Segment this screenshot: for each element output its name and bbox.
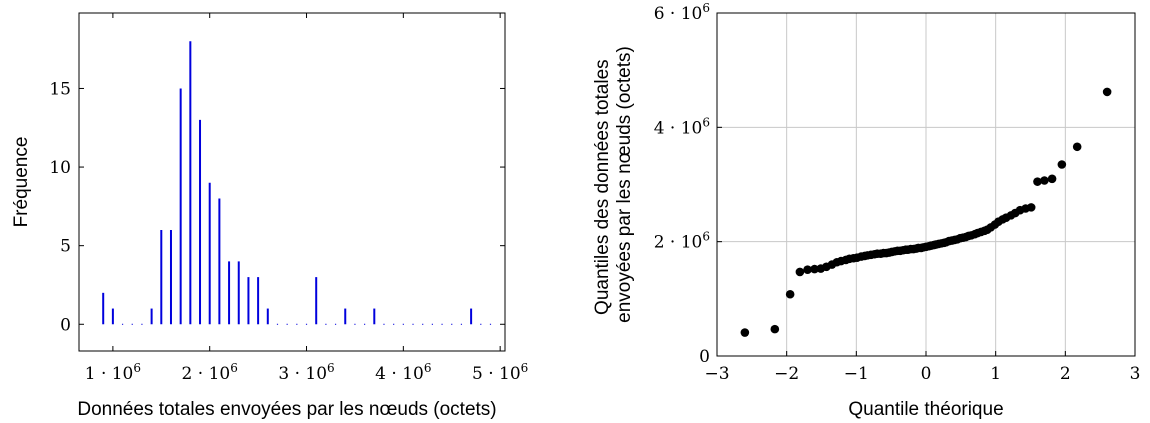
histogram-y-axis: 0 5 10 15: [49, 79, 505, 335]
histogram-x-tick-label-exponent: 6: [424, 361, 432, 375]
qq-plot-grid: [716, 12, 1136, 357]
qq-plot-y-tick-label: 0: [699, 347, 710, 367]
qq-plot-x-axis-title: Quantile théorique: [848, 399, 1003, 420]
qq-plot-point: [1102, 87, 1112, 97]
qq-plot-x-tick-label: 3: [1130, 364, 1141, 384]
qq-plot-point: [740, 328, 750, 337]
histogram-plot-frame: [78, 12, 506, 352]
histogram-x-tick-label-mantissa: 4 · 10: [375, 364, 424, 384]
qq-plot-point: [1033, 177, 1042, 186]
histogram-y-tick-label: 15: [49, 79, 71, 99]
qq-plot-y-tick-label-mantissa: 0: [699, 347, 710, 367]
histogram-x-tick-label-mantissa: 5 · 10: [472, 364, 521, 384]
qq-plot-y-axis-title-line-2: envoyées par les nœuds (octets): [614, 46, 635, 323]
qq-plot-y-axis-title-line-1: Quantiles des données totales: [592, 59, 613, 315]
qq-plot-x-axis: −3 −2 −1 0 1 2 3: [704, 351, 1140, 384]
qq-plot-point: [785, 289, 795, 299]
qq-plot-y-tick-label: 6 · 106: [654, 1, 710, 24]
histogram-x-tick-label: 1 · 106: [85, 361, 141, 384]
histogram-x-tick-label: 2 · 106: [182, 361, 238, 384]
qq-plot-frame: [716, 12, 1136, 357]
qq-plot-x-tick-label: −2: [774, 364, 799, 384]
qq-plot-y-tick-label-mantissa: 2 · 10: [654, 233, 703, 253]
qq-plot-y-tick-label-mantissa: 4 · 10: [654, 118, 703, 138]
histogram-x-tick-label: 5 · 106: [472, 361, 528, 384]
qq-plot-y-tick-label: 2 · 106: [654, 230, 710, 253]
histogram-x-tick-label: 4 · 106: [375, 361, 431, 384]
qq-plot-point: [770, 324, 780, 334]
histogram-x-tick-label-exponent: 6: [133, 361, 141, 375]
qq-plot-point: [1072, 142, 1082, 152]
qq-plot-point: [795, 267, 805, 277]
histogram-chart: 1 · 106 2 · 106 3 · 106 4 · 106 5 · 106 0510…: [11, 12, 528, 420]
qq-plot-y-tick-label-exponent: 6: [702, 1, 710, 15]
histogram-bars: [102, 41, 492, 325]
qq-plot-y-axis-title: Quantiles des données totales envoyées p…: [592, 46, 635, 323]
qq-plot-y-tick-label-exponent: 6: [702, 115, 710, 129]
histogram-x-tick-label-mantissa: 1 · 10: [85, 364, 134, 384]
qq-plot-y-tick-label: 4 · 106: [654, 115, 710, 138]
histogram-y-tick-label: 0: [60, 315, 71, 335]
histogram-y-axis-title: Fréquence: [11, 137, 32, 228]
qq-plot-point: [810, 264, 819, 274]
histogram-x-tick-label-mantissa: 2 · 10: [182, 364, 231, 384]
qq-plot-point: [1047, 174, 1057, 184]
qq-plot-points: [740, 87, 1112, 337]
qq-plot-point: [1040, 176, 1049, 185]
histogram-x-axis-title: Données totales envoyées par les nœuds (…: [77, 399, 496, 420]
qq-plot-x-tick-label: 2: [1060, 364, 1071, 384]
qq-plot-x-tick-label: 1: [990, 364, 1001, 384]
qq-plot-x-tick-label: −1: [844, 364, 869, 384]
qq-plot-x-tick-label: −3: [704, 364, 729, 384]
histogram-x-tick-label-exponent: 6: [327, 361, 335, 375]
histogram-x-tick-label-mantissa: 3 · 10: [278, 364, 327, 384]
histogram-x-tick-label-exponent: 6: [230, 361, 238, 375]
qq-plot-point: [803, 265, 812, 274]
qq-plot-x-tick-label: 0: [921, 364, 932, 384]
histogram-x-tick-label: 3 · 106: [278, 361, 334, 384]
histogram-x-axis: 1 · 106 2 · 106 3 · 106 4 · 106 5 · 106: [85, 13, 528, 384]
histogram-x-tick-label-exponent: 6: [521, 361, 529, 375]
qq-plot-y-tick-label-mantissa: 6 · 10: [654, 4, 703, 24]
qq-plot-point: [1026, 203, 1036, 212]
histogram-y-tick-label: 5: [60, 237, 71, 257]
qq-plot-y-tick-label-exponent: 6: [702, 230, 710, 244]
histogram-y-tick-label: 10: [49, 158, 71, 178]
qq-plot-point: [1057, 160, 1067, 169]
